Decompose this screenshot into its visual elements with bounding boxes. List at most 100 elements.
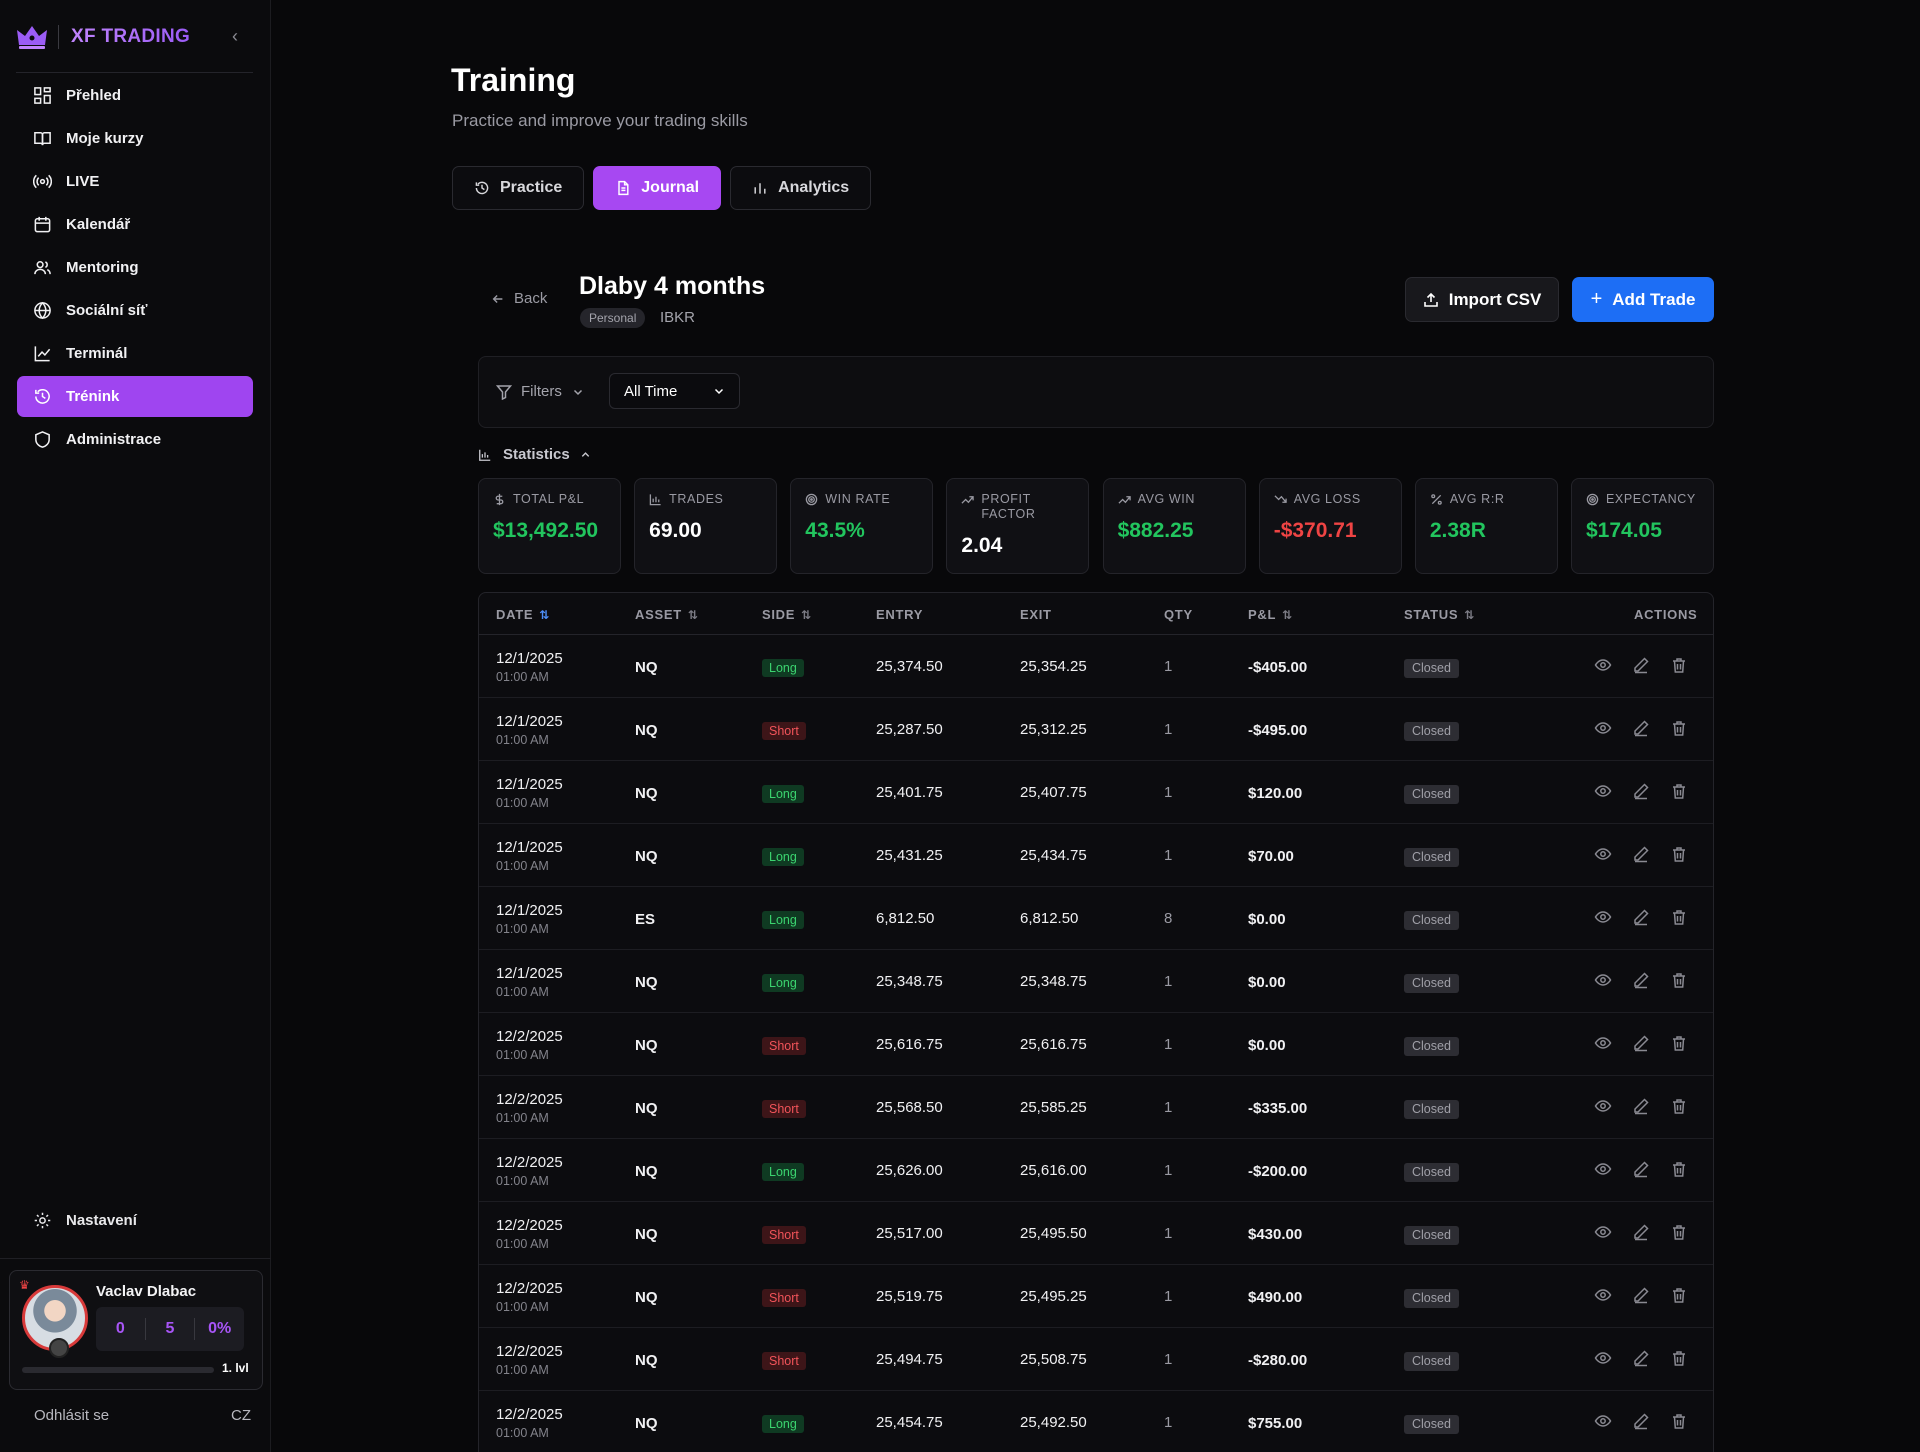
edit-icon[interactable] xyxy=(1632,782,1650,800)
period-select[interactable]: All Time xyxy=(609,373,740,409)
view-icon[interactable] xyxy=(1594,908,1612,926)
edit-icon[interactable] xyxy=(1632,971,1650,989)
history-icon xyxy=(475,181,489,195)
view-icon[interactable] xyxy=(1594,1223,1612,1241)
table-row[interactable]: 12/2/2025 01:00 AM NQ Long 25,626.00 25,616.0… xyxy=(479,1139,1713,1202)
users-icon xyxy=(34,261,51,275)
view-icon[interactable] xyxy=(1594,1412,1612,1430)
edit-icon[interactable] xyxy=(1632,845,1650,863)
delete-icon[interactable] xyxy=(1670,1097,1688,1115)
trade-time: 01:00 AM xyxy=(496,1300,549,1314)
edit-icon[interactable] xyxy=(1632,1034,1650,1052)
table-row[interactable]: 12/2/2025 01:00 AM NQ Short 25,616.75 25,616.… xyxy=(479,1013,1713,1076)
stat-label: WIN RATE xyxy=(825,492,891,506)
sidebar-item-mentoring[interactable]: Mentoring xyxy=(17,247,253,288)
table-row[interactable]: 12/1/2025 01:00 AM NQ Long 25,374.50 25,354.2… xyxy=(479,635,1713,698)
sidebar-item-moje-kurzy[interactable]: Moje kurzy xyxy=(17,118,253,159)
edit-icon[interactable] xyxy=(1632,1097,1650,1115)
trade-date: 12/2/2025 xyxy=(496,1091,563,1108)
edit-icon[interactable] xyxy=(1632,656,1650,674)
table-row[interactable]: 12/1/2025 01:00 AM ES Long 6,812.50 6,812.50 8… xyxy=(479,887,1713,950)
delete-icon[interactable] xyxy=(1670,1286,1688,1304)
table-row[interactable]: 12/1/2025 01:00 AM NQ Long 25,348.75 25,348.7… xyxy=(479,950,1713,1013)
trade-qty: 1 xyxy=(1164,784,1173,801)
table-row[interactable]: 12/1/2025 01:00 AM NQ Short 25,287.50 25,312.… xyxy=(479,698,1713,761)
back-button[interactable]: Back xyxy=(491,290,547,307)
edit-icon[interactable] xyxy=(1632,1160,1650,1178)
table-row[interactable]: 12/2/2025 01:00 AM NQ Short 25,517.00 25,495.… xyxy=(479,1202,1713,1265)
edit-icon[interactable] xyxy=(1632,1223,1650,1241)
logout-link[interactable]: Odhlásit se xyxy=(34,1407,110,1424)
profile-card[interactable]: ♛ Vaclav Dlabac 0 5 0% 1. lvl xyxy=(9,1270,263,1390)
table-row[interactable]: 12/1/2025 01:00 AM NQ Long 25,401.75 25,407.7… xyxy=(479,761,1713,824)
delete-icon[interactable] xyxy=(1670,782,1688,800)
period-value: All Time xyxy=(624,382,678,400)
table-row[interactable]: 12/1/2025 01:00 AM NQ Long 25,431.25 25,434.7… xyxy=(479,824,1713,887)
delete-icon[interactable] xyxy=(1670,1412,1688,1430)
table-row[interactable]: 12/2/2025 01:00 AM NQ Short 25,568.50 25,585.… xyxy=(479,1076,1713,1139)
sort-icon: ⇅ xyxy=(1282,607,1293,622)
tab-analytics[interactable]: Analytics xyxy=(730,166,872,210)
language-switch[interactable]: CZ xyxy=(231,1407,251,1424)
delete-icon[interactable] xyxy=(1670,1349,1688,1367)
edit-icon[interactable] xyxy=(1632,1286,1650,1304)
table-row[interactable]: 12/2/2025 01:00 AM NQ Long 25,454.75 25,492.5… xyxy=(479,1391,1713,1452)
delete-icon[interactable] xyxy=(1670,656,1688,674)
column-header-pnl[interactable]: P&L ⇅ xyxy=(1248,607,1293,622)
brand[interactable]: XF TRADING xyxy=(16,22,190,52)
edit-icon[interactable] xyxy=(1632,719,1650,737)
sidebar-item-live[interactable]: LIVE xyxy=(17,161,253,202)
sidebar-item-prehled[interactable]: Přehled xyxy=(17,75,253,116)
filters-button[interactable]: Filters xyxy=(496,383,593,400)
status-badge: Closed xyxy=(1404,659,1459,678)
edit-icon[interactable] xyxy=(1632,1349,1650,1367)
column-header-asset[interactable]: ASSET ⇅ xyxy=(635,607,698,622)
column-header-actions: ACTIONS xyxy=(1634,607,1698,622)
tab-journal[interactable]: Journal xyxy=(593,166,722,210)
view-icon[interactable] xyxy=(1594,719,1612,737)
delete-icon[interactable] xyxy=(1670,971,1688,989)
sidebar-item-terminal[interactable]: Terminál xyxy=(17,333,253,374)
collapse-sidebar-icon[interactable]: ‹ xyxy=(232,26,238,46)
trade-pnl: -$335.00 xyxy=(1248,1100,1308,1117)
edit-icon[interactable] xyxy=(1632,1412,1650,1430)
add-trade-button[interactable]: + Add Trade xyxy=(1572,277,1714,322)
sidebar-item-administrace[interactable]: Administrace xyxy=(17,419,253,460)
view-icon[interactable] xyxy=(1594,1349,1612,1367)
trade-qty: 1 xyxy=(1164,721,1173,738)
view-icon[interactable] xyxy=(1594,1097,1612,1115)
view-icon[interactable] xyxy=(1594,971,1612,989)
view-icon[interactable] xyxy=(1594,656,1612,674)
delete-icon[interactable] xyxy=(1670,845,1688,863)
delete-icon[interactable] xyxy=(1670,908,1688,926)
delete-icon[interactable] xyxy=(1670,1160,1688,1178)
view-icon[interactable] xyxy=(1594,1286,1612,1304)
delete-icon[interactable] xyxy=(1670,1034,1688,1052)
column-header-status[interactable]: STATUS ⇅ xyxy=(1404,607,1475,622)
trade-date: 12/1/2025 xyxy=(496,713,563,730)
import-csv-button[interactable]: Import CSV xyxy=(1405,277,1559,322)
avatar[interactable]: ♛ xyxy=(19,1278,88,1358)
sidebar-item-settings[interactable]: Nastavení xyxy=(17,1200,253,1241)
sidebar-item-socialni-sit[interactable]: Sociální síť xyxy=(17,290,253,331)
view-icon[interactable] xyxy=(1594,845,1612,863)
table-row[interactable]: 12/2/2025 01:00 AM NQ Short 25,494.75 25,508.… xyxy=(479,1328,1713,1391)
column-header-side[interactable]: SIDE ⇅ xyxy=(762,607,812,622)
table-row[interactable]: 12/2/2025 01:00 AM NQ Short 25,519.75 25,495.… xyxy=(479,1265,1713,1328)
delete-icon[interactable] xyxy=(1670,1223,1688,1241)
sidebar-item-kalendar[interactable]: Kalendář xyxy=(17,204,253,245)
column-header-date[interactable]: DATE ⇅ xyxy=(496,607,550,622)
tab-practice[interactable]: Practice xyxy=(452,166,585,210)
statistics-toggle[interactable]: Statistics xyxy=(478,446,602,463)
table-header: DATE ⇅ ASSET ⇅ SIDE ⇅ ENTRY EXIT QTY P&L ⇅ S… xyxy=(479,593,1713,635)
document-icon xyxy=(618,180,629,196)
view-icon[interactable] xyxy=(1594,782,1612,800)
edit-icon[interactable] xyxy=(1632,908,1650,926)
view-icon[interactable] xyxy=(1594,1034,1612,1052)
trade-pnl: $755.00 xyxy=(1248,1415,1303,1432)
trade-exit: 25,348.75 xyxy=(1020,973,1087,990)
delete-icon[interactable] xyxy=(1670,719,1688,737)
view-icon[interactable] xyxy=(1594,1160,1612,1178)
trade-pnl: -$405.00 xyxy=(1248,659,1308,676)
sidebar-item-trenink[interactable]: Trénink xyxy=(17,376,253,417)
